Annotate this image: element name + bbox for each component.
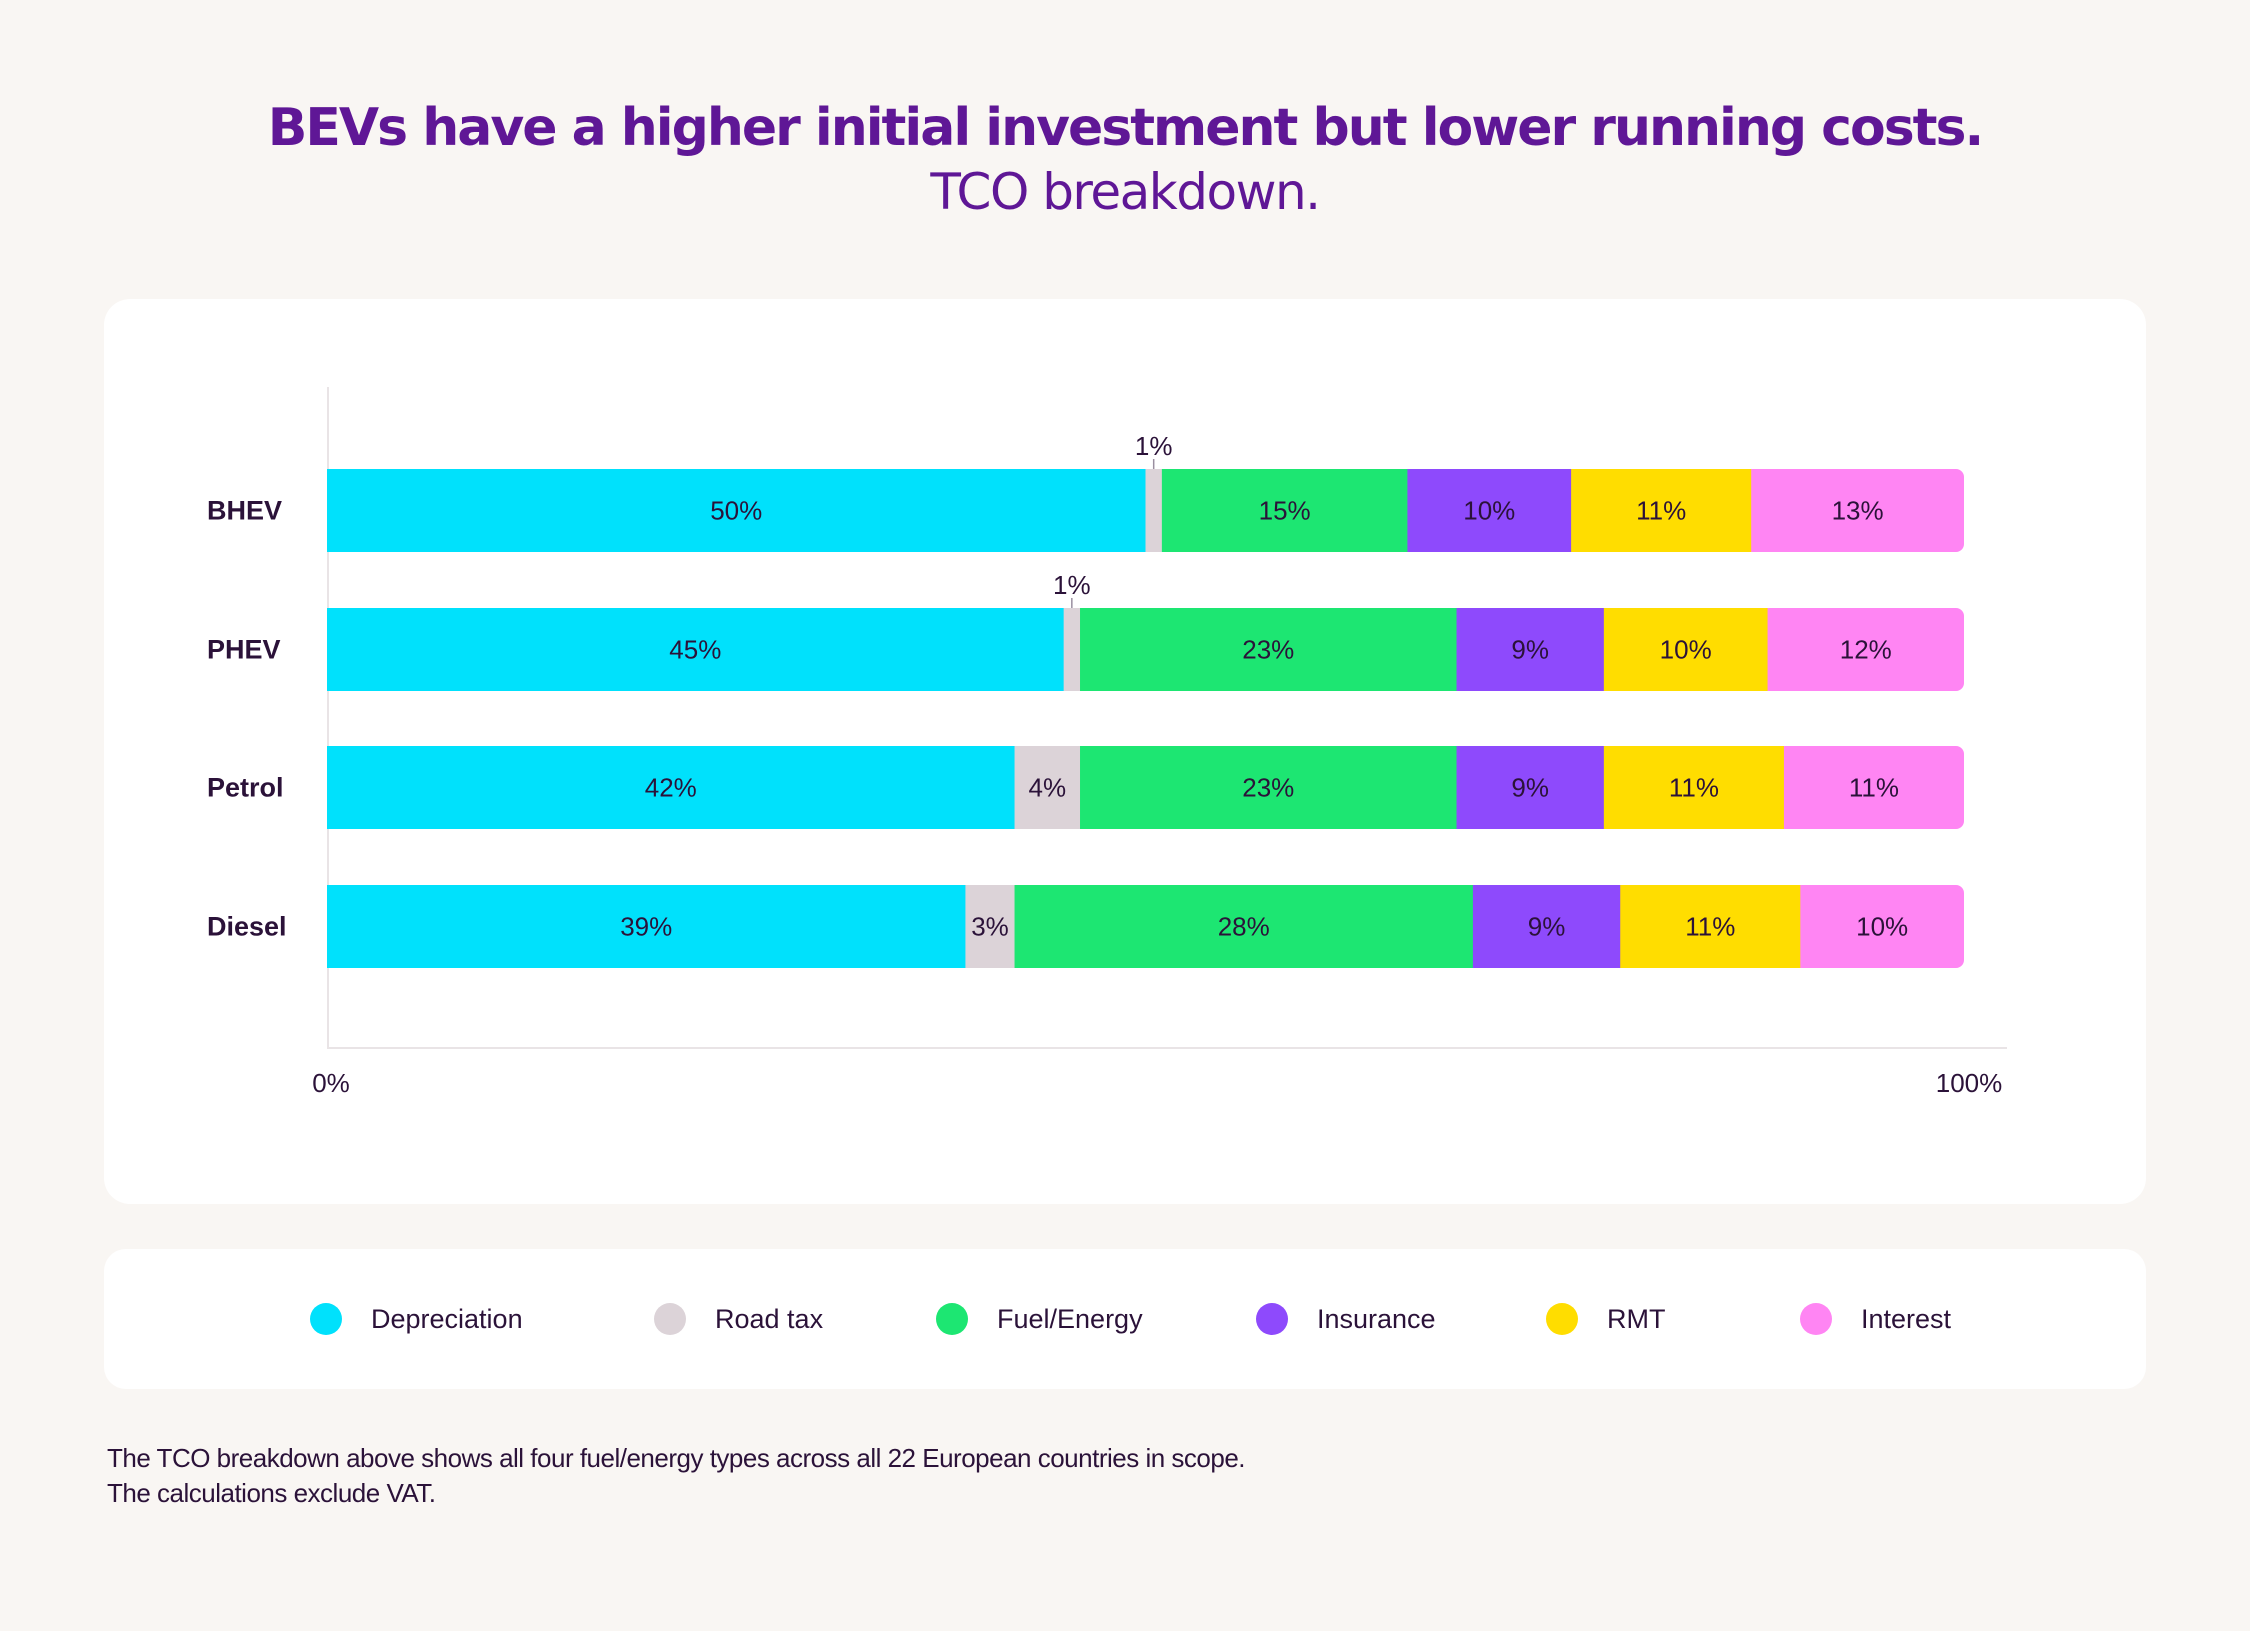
bar-segment-diesel-interest bbox=[1800, 885, 1964, 968]
bar-segment-bhev-fuel-energy bbox=[1161, 469, 1408, 552]
legend-item-road-tax: Road tax bbox=[654, 1249, 823, 1389]
data-label-phev-fuel-energy: 23% bbox=[1242, 635, 1294, 665]
legend-item-depreciation: Depreciation bbox=[310, 1249, 523, 1389]
legend-swatch-interest bbox=[1800, 1303, 1832, 1335]
data-label-bhev-depreciation: 50% bbox=[710, 496, 762, 526]
data-label-phev-insurance: 9% bbox=[1511, 635, 1549, 665]
data-label-phev-interest: 12% bbox=[1840, 635, 1892, 665]
bar-segment-diesel-rmt bbox=[1620, 885, 1801, 968]
bar-segment-bhev-depreciation bbox=[327, 469, 1146, 552]
bar-group-bhev bbox=[327, 469, 1964, 552]
bar-segment-phev-interest bbox=[1767, 608, 1964, 691]
data-label-diesel-interest: 10% bbox=[1856, 912, 1908, 942]
data-label-petrol-fuel-energy: 23% bbox=[1242, 773, 1294, 803]
data-label-diesel-fuel-energy: 28% bbox=[1218, 912, 1270, 942]
data-label-diesel-rmt: 11% bbox=[1685, 912, 1735, 942]
legend-label-rmt: RMT bbox=[1607, 1303, 1666, 1334]
legend: Depreciation Road tax Fuel/Energy Insurance… bbox=[104, 1249, 2146, 1389]
footnote-line-1: The TCO breakdown above shows all four f… bbox=[107, 1443, 1246, 1473]
x-tick-label-0: 0% bbox=[312, 1068, 350, 1098]
data-label-petrol-insurance: 9% bbox=[1511, 773, 1549, 803]
bar-group-phev bbox=[327, 608, 1964, 691]
data-label-diesel-insurance: 9% bbox=[1528, 912, 1566, 942]
data-label-petrol-rmt: 11% bbox=[1669, 773, 1719, 803]
legend-item-interest: Interest bbox=[1800, 1249, 1951, 1389]
bar-segment-petrol-interest bbox=[1783, 746, 1964, 829]
legend-label-depreciation: Depreciation bbox=[371, 1303, 523, 1334]
data-label-petrol-depreciation: 42% bbox=[645, 773, 697, 803]
category-label-diesel: Diesel bbox=[207, 912, 287, 942]
x-tick-label-100: 100% bbox=[1936, 1068, 2003, 1098]
legend-label-insurance: Insurance bbox=[1317, 1303, 1436, 1334]
bar-segment-bhev-insurance bbox=[1407, 469, 1572, 552]
data-label-petrol-road-tax: 4% bbox=[1028, 773, 1066, 803]
bar-segment-petrol-road-tax bbox=[1014, 746, 1081, 829]
stacked-bar-chart: 0% 100% BHEV 50% 1% 15% 10% 11% 13% PHEV 45% 1% 23% 9… bbox=[207, 387, 2007, 1098]
bar-group-petrol bbox=[327, 746, 1964, 829]
chart-panel: 0% 100% BHEV 50% 1% 15% 10% 11% 13% PHEV 45% 1% 23% 9… bbox=[104, 299, 2146, 1204]
bar-segment-bhev-rmt bbox=[1571, 469, 1752, 552]
bar-segment-diesel-insurance bbox=[1472, 885, 1621, 968]
bar-segment-bhev-road-tax bbox=[1145, 469, 1163, 552]
category-label-bhev: BHEV bbox=[207, 496, 282, 526]
legend-item-insurance: Insurance bbox=[1256, 1249, 1436, 1389]
legend-label-road-tax: Road tax bbox=[715, 1303, 824, 1334]
chart-subtitle: TCO breakdown. bbox=[930, 163, 1321, 221]
bar-segment-bhev-interest bbox=[1751, 469, 1964, 552]
bar-segment-phev-rmt bbox=[1603, 608, 1769, 691]
data-label-bhev-interest: 13% bbox=[1832, 496, 1884, 526]
category-label-phev: PHEV bbox=[207, 635, 281, 665]
bar-segment-phev-insurance bbox=[1456, 608, 1605, 691]
data-label-diesel-depreciation: 39% bbox=[620, 912, 672, 942]
data-label-bhev-fuel-energy: 15% bbox=[1259, 496, 1311, 526]
bar-segment-diesel-depreciation bbox=[327, 885, 966, 968]
legend-item-fuel-energy: Fuel/Energy bbox=[936, 1249, 1143, 1389]
footnote: The TCO breakdown above shows all four f… bbox=[107, 1441, 1246, 1511]
bar-segment-diesel-road-tax bbox=[965, 885, 1016, 968]
bar-segment-petrol-fuel-energy bbox=[1080, 746, 1458, 829]
chart-title: BEVs have a higher initial investment bu… bbox=[267, 98, 1984, 158]
bar-segment-phev-road-tax bbox=[1063, 608, 1081, 691]
legend-item-rmt: RMT bbox=[1546, 1249, 1665, 1389]
legend-label-interest: Interest bbox=[1861, 1303, 1952, 1334]
bar-segment-petrol-insurance bbox=[1456, 746, 1605, 829]
data-label-phev-rmt: 10% bbox=[1660, 635, 1712, 665]
legend-swatch-road-tax bbox=[654, 1303, 686, 1335]
legend-swatch-insurance bbox=[1256, 1303, 1288, 1335]
legend-swatch-depreciation bbox=[310, 1303, 342, 1335]
data-label-diesel-road-tax: 3% bbox=[971, 912, 1009, 942]
category-label-petrol: Petrol bbox=[207, 773, 284, 803]
data-label-bhev-road-tax: 1% bbox=[1135, 431, 1173, 461]
bar-segment-phev-fuel-energy bbox=[1080, 608, 1458, 691]
data-label-bhev-rmt: 11% bbox=[1636, 496, 1686, 526]
data-label-phev-depreciation: 45% bbox=[669, 635, 721, 665]
legend-swatch-fuel-energy bbox=[936, 1303, 968, 1335]
legend-label-fuel-energy: Fuel/Energy bbox=[997, 1303, 1143, 1334]
data-label-phev-road-tax: 1% bbox=[1053, 570, 1091, 600]
bar-segment-petrol-depreciation bbox=[327, 746, 1016, 829]
data-label-petrol-interest: 11% bbox=[1849, 773, 1899, 803]
footnote-line-2: The calculations exclude VAT. bbox=[107, 1478, 436, 1508]
bar-segment-diesel-fuel-energy bbox=[1014, 885, 1474, 968]
data-label-bhev-insurance: 10% bbox=[1463, 496, 1515, 526]
bar-segment-petrol-rmt bbox=[1603, 746, 1785, 829]
legend-swatch-rmt bbox=[1546, 1303, 1578, 1335]
bar-segment-phev-depreciation bbox=[327, 608, 1065, 691]
bar-group-diesel bbox=[327, 885, 1964, 968]
